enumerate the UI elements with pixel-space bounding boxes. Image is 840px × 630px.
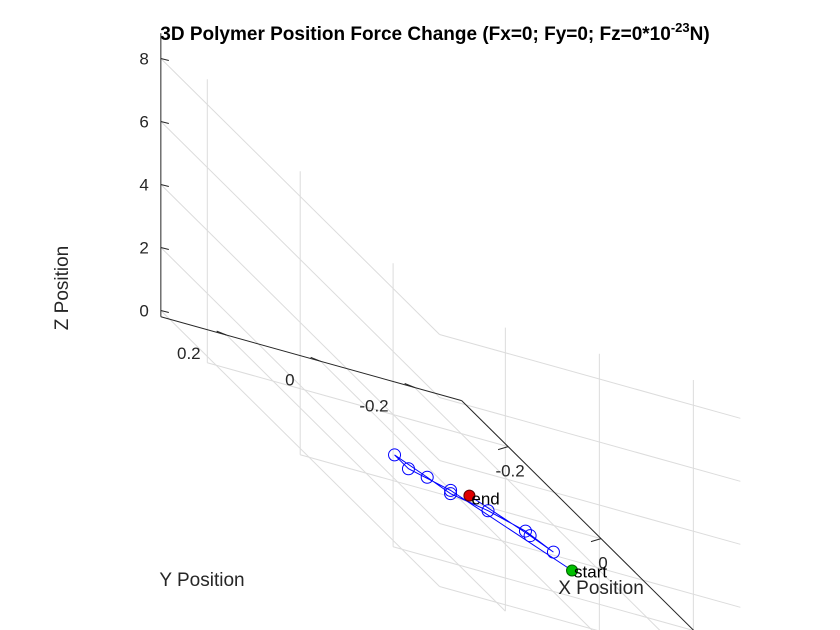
z-axis-label: Z Position	[52, 246, 73, 330]
chart-title: 3D Polymer Position Force Change (Fx=0; …	[160, 20, 709, 45]
floor-grid-y	[414, 387, 661, 630]
wall-grid-z	[160, 247, 440, 524]
start-marker	[566, 564, 579, 577]
z-tick-label: 4	[139, 175, 148, 194]
x-tick-mark	[497, 446, 509, 451]
y-axis-line	[160, 316, 462, 402]
x-tick-mark	[590, 538, 602, 543]
z-tick-mark	[160, 246, 169, 250]
wall-grid-z2	[439, 522, 741, 608]
polymer-marker	[546, 545, 560, 559]
floor-grid-x	[207, 362, 509, 448]
z-tick-label: 2	[139, 238, 148, 257]
chart-title-exponent: -23	[671, 20, 690, 35]
z-tick-label: 0	[139, 301, 148, 320]
y-tick-mark	[404, 383, 415, 388]
annotations: start end	[471, 490, 607, 582]
wall-grid-z2	[439, 459, 741, 545]
polymer-marker	[444, 483, 458, 497]
polymer-marker	[420, 470, 434, 484]
polymer-marker	[444, 487, 458, 501]
end-label: end	[471, 490, 499, 509]
wall-grid-z2	[439, 396, 741, 482]
y-axis-label: Y Position	[159, 570, 244, 591]
polymer-marker	[518, 524, 532, 538]
floor-grid-x	[392, 546, 694, 630]
floor-grid-y	[226, 334, 506, 612]
y-tick-mark	[310, 356, 321, 362]
z-tick-label: 6	[139, 112, 148, 131]
polymer-marker	[523, 529, 537, 543]
y-tick-label: 0	[285, 370, 294, 389]
z-tick-label: 8	[139, 49, 148, 68]
z-tick-mark	[160, 120, 169, 124]
z-tick-mark	[160, 183, 169, 187]
wall-grid-z2	[439, 585, 598, 630]
polymer-marker	[481, 504, 495, 518]
wall-grid-z2	[439, 333, 741, 419]
wall-grid-z	[160, 184, 440, 461]
start-label: start	[574, 563, 607, 582]
grid-lines	[160, 58, 741, 630]
polymer-marker	[388, 448, 402, 462]
polymer-series	[388, 448, 579, 577]
wall-grid-z	[160, 58, 440, 335]
y-tick-label: -0.2	[359, 397, 388, 416]
x-axis-label: X Position	[558, 578, 644, 599]
x-tick-label: -0.2	[495, 462, 524, 481]
polymer-line	[394, 454, 573, 571]
chart-title-suffix: N)	[690, 24, 710, 45]
x-tick-label: 0	[598, 554, 607, 573]
wall-grid-z	[160, 121, 440, 398]
z-tick-mark	[160, 309, 169, 313]
y-tick-label: 0.2	[177, 344, 201, 363]
wall-grid-z	[160, 310, 440, 587]
axes	[160, 33, 695, 630]
floor-grid-y	[320, 360, 593, 630]
y-tick-mark	[216, 330, 227, 336]
end-marker	[463, 489, 476, 502]
polymer-marker	[401, 462, 415, 476]
chart-title-main: 3D Polymer Position Force Change (Fx=0; …	[160, 24, 671, 45]
z-tick-mark	[160, 57, 169, 61]
